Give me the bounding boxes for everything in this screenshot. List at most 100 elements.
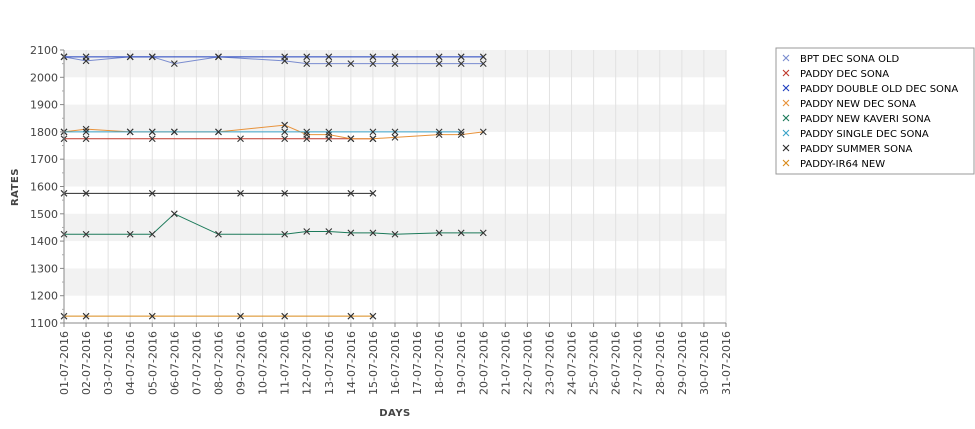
x-tick-label: 14-07-2016	[345, 331, 358, 395]
y-axis-title: RATES	[10, 168, 21, 206]
legend-label: PADDY NEW KAVERI SONA	[800, 114, 931, 125]
data-point	[303, 60, 311, 68]
x-tick-label: 18-07-2016	[433, 331, 446, 395]
legend-marker	[782, 54, 790, 62]
y-tick-label: 1500	[30, 208, 58, 221]
data-point	[126, 128, 134, 136]
data-point	[435, 131, 443, 139]
data-point	[457, 229, 465, 237]
legend-item: PADDY NEW DEC SONA	[782, 99, 916, 110]
data-point	[479, 53, 487, 61]
data-point	[391, 133, 399, 141]
legend-item: PADDY SUMMER SONA	[782, 144, 912, 155]
y-tick-label: 1200	[30, 290, 58, 303]
data-point	[281, 53, 289, 61]
legend-item: PADDY SINGLE DEC SONA	[782, 129, 929, 140]
data-point	[391, 128, 399, 136]
data-point	[479, 128, 487, 136]
x-tick-label: 01-07-2016	[58, 331, 71, 395]
data-point	[215, 128, 222, 136]
legend: BPT DEC SONA OLD PADDY DEC SONA PADDY DOUB…	[775, 47, 975, 175]
data-point	[479, 60, 487, 68]
legend-item: PADDY NEW KAVERI SONA	[782, 114, 931, 125]
data-point	[325, 228, 333, 235]
x-axis-ticks: 01-07-2016 02-07-2016 03-07-2016 04-07-2016…	[58, 323, 733, 395]
x-tick-label: 13-07-2016	[323, 331, 336, 395]
legend-item: BPT DEC SONA OLD	[782, 54, 900, 65]
data-point	[148, 189, 156, 197]
data-point	[369, 312, 377, 320]
data-point	[82, 312, 90, 320]
data-point	[148, 53, 156, 61]
y-tick-label: 1100	[30, 317, 58, 330]
data-point	[148, 230, 156, 238]
data-point	[281, 121, 289, 129]
x-tick-label: 09-07-2016	[235, 331, 248, 395]
x-tick-label: 20-07-2016	[477, 331, 490, 395]
data-point	[126, 230, 134, 238]
legend-marker	[782, 114, 790, 122]
data-point	[325, 128, 333, 136]
legend-marker	[782, 69, 790, 77]
data-point	[215, 53, 222, 61]
data-point	[391, 53, 399, 61]
data-point	[347, 189, 355, 197]
series-paddy-new-kaveri-sona	[60, 210, 487, 238]
data-point	[148, 128, 156, 136]
y-tick-label: 2100	[30, 44, 58, 57]
legend-box	[775, 47, 975, 175]
x-tick-label: 26-07-2016	[610, 331, 623, 395]
data-point	[325, 60, 333, 68]
data-point	[170, 210, 178, 218]
data-point	[170, 128, 178, 136]
data-point	[82, 125, 90, 133]
y-tick-label: 1900	[30, 99, 58, 112]
data-point	[347, 229, 355, 237]
data-point	[303, 228, 311, 235]
data-point	[237, 312, 244, 320]
data-point	[126, 53, 134, 61]
legend-marker	[782, 144, 790, 152]
data-point	[170, 60, 178, 68]
y-tick-label: 1400	[30, 235, 58, 248]
legend-label: PADDY SINGLE DEC SONA	[800, 129, 929, 140]
y-tick-label: 1700	[30, 153, 58, 166]
x-tick-label: 19-07-2016	[455, 331, 468, 395]
x-axis-title: DAYS	[379, 408, 411, 419]
data-point	[347, 60, 355, 68]
data-point	[391, 230, 399, 238]
data-point	[325, 131, 333, 139]
data-point	[237, 189, 244, 197]
data-point	[281, 312, 289, 320]
data-point	[369, 135, 377, 143]
legend-item: PADDY-IR64 NEW	[782, 159, 885, 170]
data-point	[82, 230, 90, 238]
data-point	[347, 312, 355, 320]
legend-item: PADDY DOUBLE OLD DEC SONA	[782, 84, 958, 95]
x-tick-label: 28-07-2016	[654, 331, 667, 395]
data-point	[435, 60, 443, 68]
data-point	[369, 128, 377, 136]
x-tick-label: 06-07-2016	[168, 331, 181, 395]
data-point	[325, 53, 333, 61]
x-tick-label: 25-07-2016	[588, 331, 601, 395]
data-point	[347, 135, 355, 143]
data-point	[457, 131, 465, 139]
legend-label: PADDY DOUBLE OLD DEC SONA	[800, 84, 958, 95]
legend-label: PADDY NEW DEC SONA	[800, 99, 916, 110]
data-point	[369, 60, 377, 68]
data-point	[237, 135, 244, 143]
x-tick-label: 21-07-2016	[499, 331, 512, 395]
x-tick-label: 29-07-2016	[676, 331, 689, 395]
data-point	[457, 53, 465, 61]
x-tick-label: 03-07-2016	[102, 331, 115, 395]
data-point	[148, 312, 156, 320]
data-point	[391, 60, 399, 68]
y-tick-label: 2000	[30, 71, 58, 84]
data-point	[82, 135, 90, 143]
legend-marker	[782, 159, 790, 167]
data-point	[82, 189, 90, 197]
data-point	[82, 53, 90, 61]
legend-label: PADDY-IR64 NEW	[800, 159, 885, 170]
